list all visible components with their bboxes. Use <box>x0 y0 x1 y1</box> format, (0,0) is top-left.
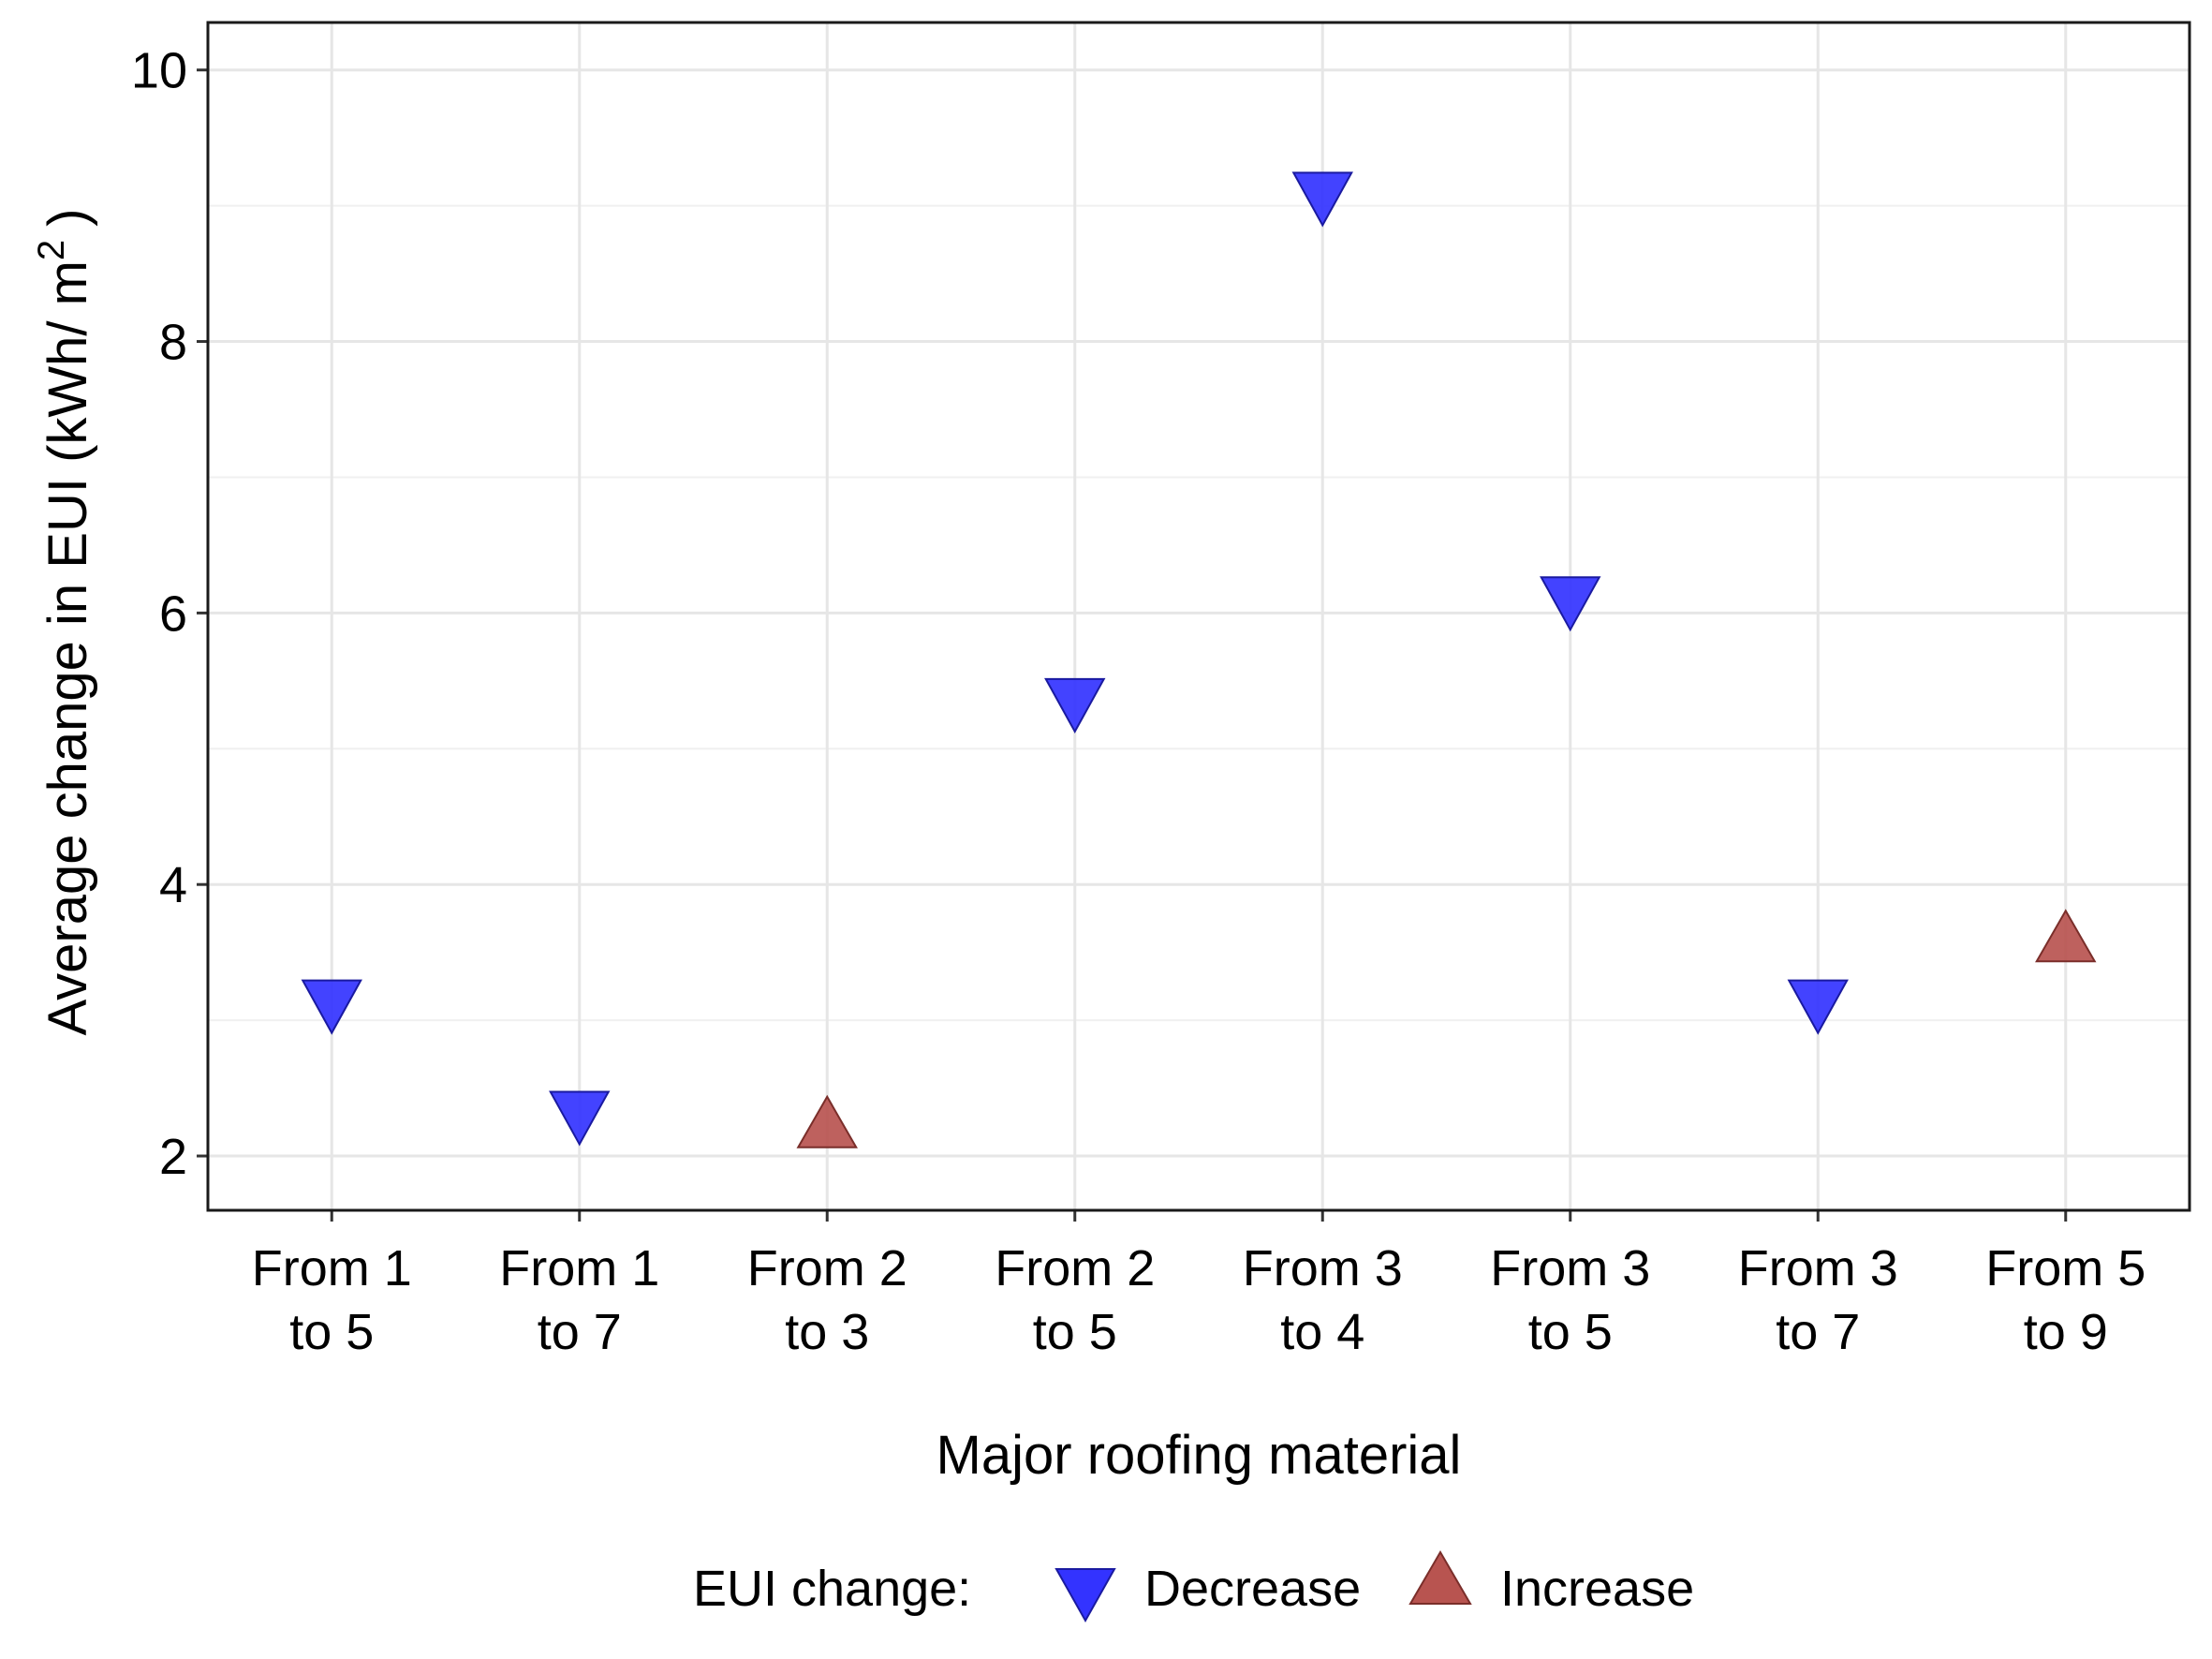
x-tick-label-line: to 3 <box>785 1304 869 1360</box>
y-axis-title-close: ) <box>37 209 98 227</box>
data-point-increase <box>796 1094 858 1148</box>
y-tick-label: 10 <box>131 43 187 99</box>
x-tick-label-line: From 3 <box>1243 1240 1403 1296</box>
data-point-increase <box>2035 909 2097 963</box>
data-point-decrease <box>549 1090 611 1147</box>
x-tick-label-line: to 7 <box>538 1304 622 1360</box>
x-tick-label-line: From 3 <box>1738 1240 1898 1296</box>
legend-decrease-label: Decrease <box>1144 1561 1361 1617</box>
legend-title: EUI change: <box>693 1561 971 1617</box>
legend-increase-label: Increase <box>1500 1561 1694 1617</box>
x-tick-label-line: From 2 <box>995 1240 1155 1296</box>
y-tick-label: 4 <box>159 857 187 913</box>
x-tick-label: From 1 to 7 <box>499 1240 659 1360</box>
y-tick-label: 8 <box>159 315 187 371</box>
y-axis-title-main: Average change in EUI (kWh/ m <box>37 260 98 1035</box>
y-axis-tick-labels: 2 4 6 8 10 <box>131 43 187 1185</box>
x-tick-label-line: to 7 <box>1776 1304 1860 1360</box>
x-tick-label: From 3 to 5 <box>1490 1240 1650 1360</box>
y-tick-label: 2 <box>159 1129 187 1185</box>
x-tick-label: From 3 to 7 <box>1738 1240 1898 1360</box>
x-tick-label-line: to 9 <box>2024 1304 2108 1360</box>
data-point-decrease <box>1787 979 1849 1035</box>
x-tick-label-line: to 5 <box>289 1304 374 1360</box>
x-tick-label: From 2 to 3 <box>747 1240 907 1360</box>
x-tick-label-line: to 5 <box>1528 1304 1613 1360</box>
x-tick-label-line: to 4 <box>1280 1304 1364 1360</box>
panel-border <box>206 21 2191 1212</box>
x-tick-label-line: From 1 <box>252 1240 412 1296</box>
legend-increase-marker <box>1408 1550 1472 1605</box>
y-tick-label: 6 <box>159 585 187 642</box>
x-tick-label-line: From 2 <box>747 1240 907 1296</box>
data-point-decrease <box>1044 677 1106 733</box>
axis-ticks <box>197 68 2068 1222</box>
data-points <box>301 171 2097 1148</box>
data-point-decrease <box>1540 576 1601 632</box>
x-tick-label-line: From 1 <box>499 1240 659 1296</box>
x-tick-label-line: to 5 <box>1033 1304 1117 1360</box>
x-tick-label-line: From 5 <box>1985 1240 2146 1296</box>
x-tick-label: From 1 to 5 <box>252 1240 412 1360</box>
x-tick-label: From 3 to 4 <box>1243 1240 1403 1360</box>
data-point-decrease <box>1291 171 1353 228</box>
x-tick-label-line: From 3 <box>1490 1240 1650 1296</box>
grid <box>208 22 2190 1210</box>
x-axis-tick-labels: From 1 to 5 From 1 to 7 From 2 to 3 From 2 to 5… <box>252 1240 2146 1360</box>
legend: EUI change: Decrease Increase <box>693 1550 1694 1623</box>
y-axis-title: Average change in EUI (kWh/ m2) <box>31 209 98 1036</box>
data-point-decrease <box>301 979 362 1035</box>
legend-decrease-marker <box>1054 1568 1116 1623</box>
x-tick-label: From 2 to 5 <box>995 1240 1155 1360</box>
y-axis-title-superscript: 2 <box>31 240 72 260</box>
x-tick-label: From 5 to 9 <box>1985 1240 2146 1360</box>
x-axis-title: Major roofing material <box>936 1425 1462 1486</box>
